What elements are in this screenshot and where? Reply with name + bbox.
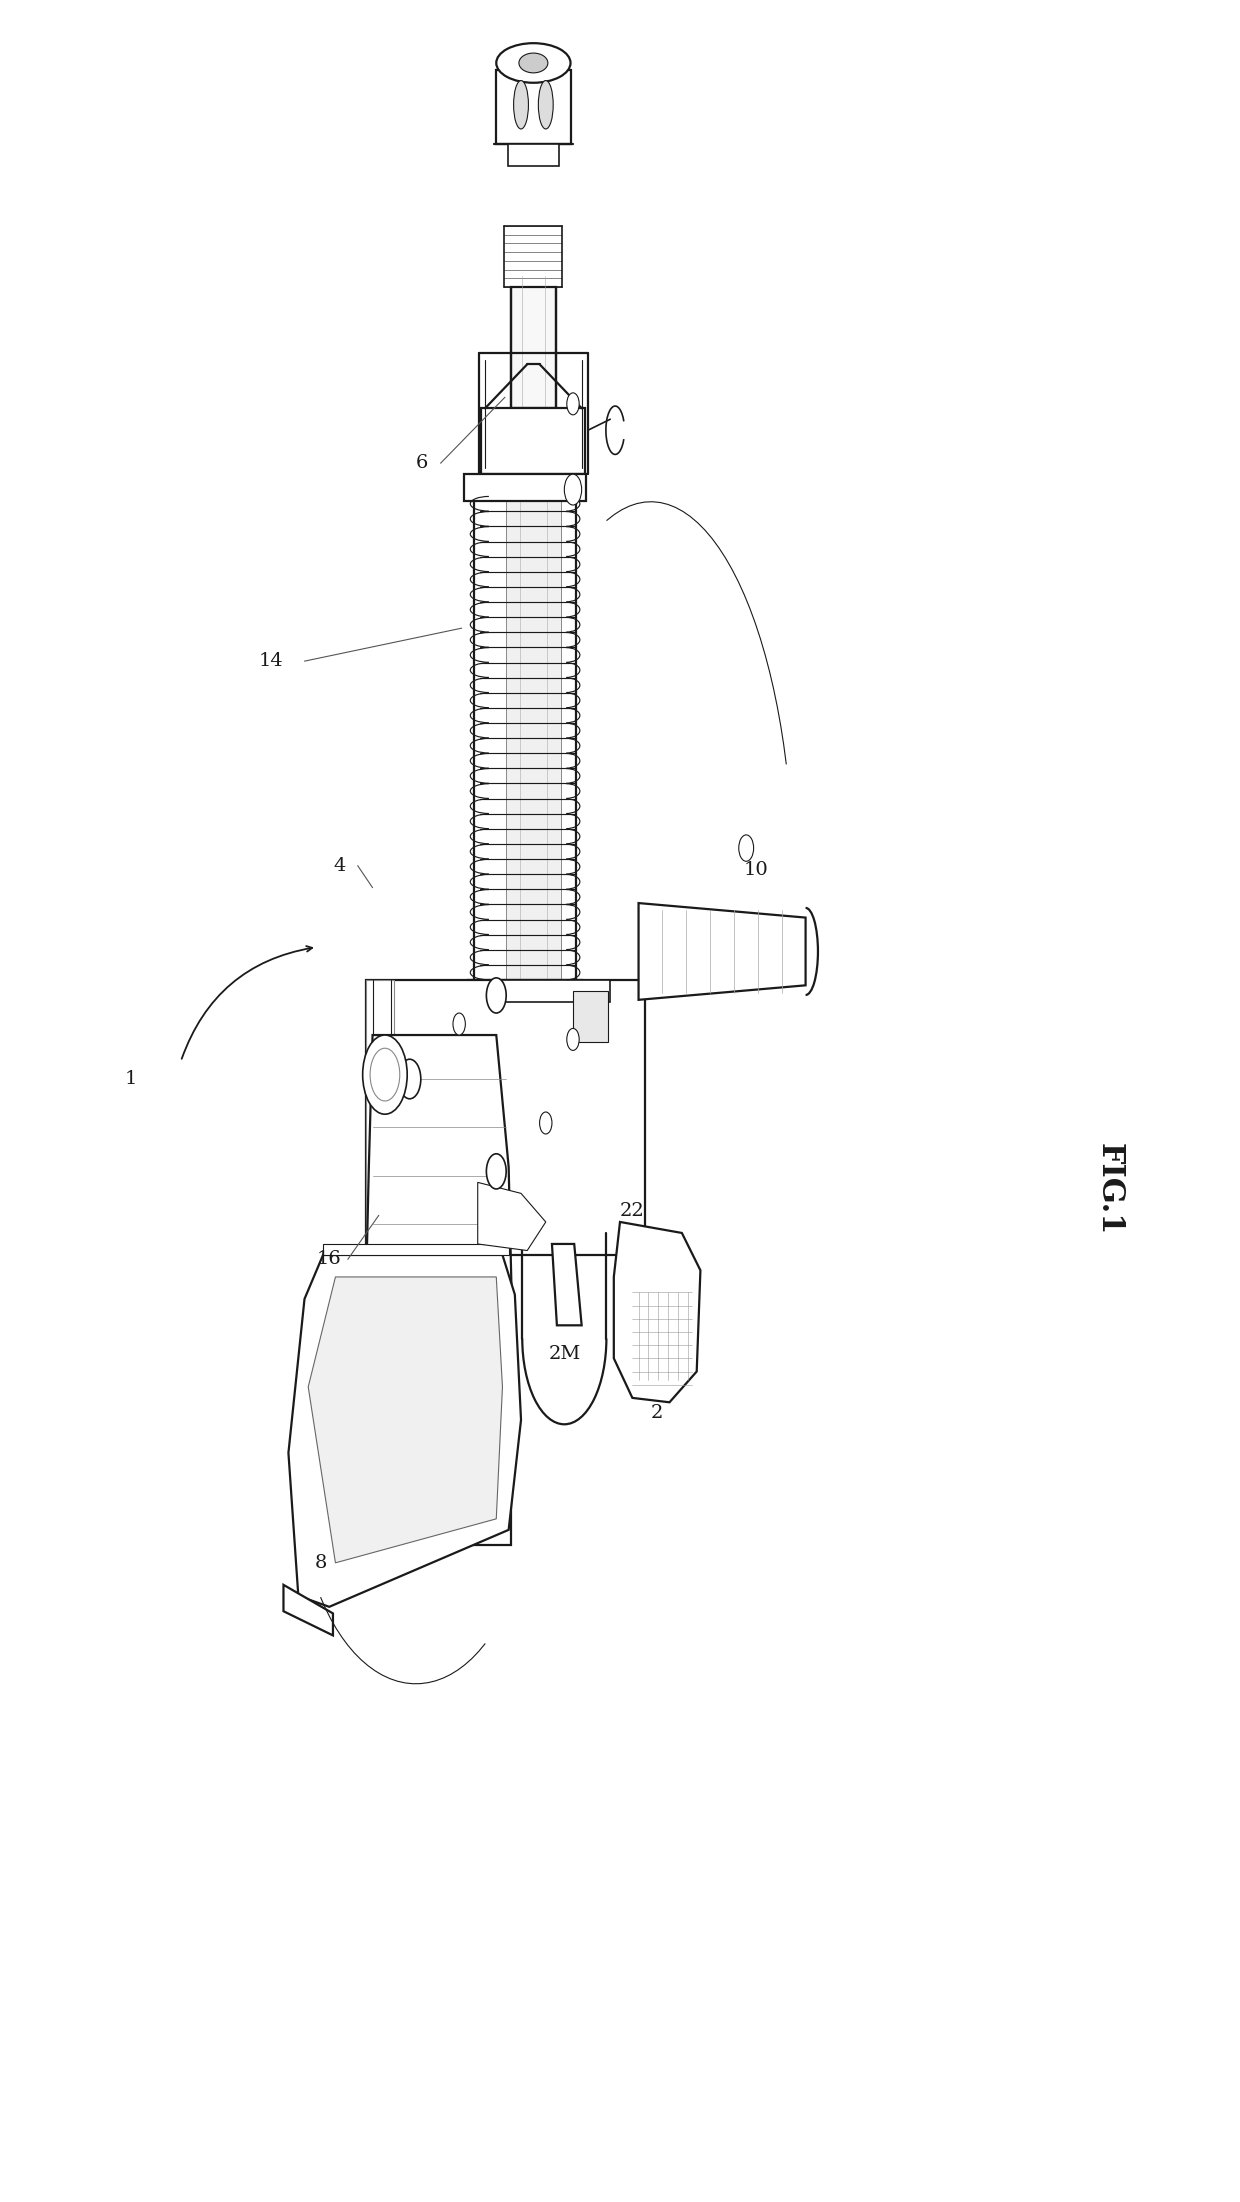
Polygon shape bbox=[508, 145, 559, 167]
Polygon shape bbox=[573, 991, 608, 1042]
Polygon shape bbox=[477, 1182, 546, 1251]
Circle shape bbox=[370, 1048, 399, 1101]
Polygon shape bbox=[481, 407, 585, 473]
Polygon shape bbox=[511, 286, 556, 407]
Ellipse shape bbox=[518, 53, 548, 73]
Polygon shape bbox=[360, 1502, 511, 1546]
Polygon shape bbox=[614, 1222, 701, 1403]
Polygon shape bbox=[467, 980, 583, 1006]
Text: 8: 8 bbox=[315, 1555, 327, 1572]
Text: 22: 22 bbox=[620, 1202, 645, 1220]
Circle shape bbox=[398, 1059, 420, 1099]
Text: 6: 6 bbox=[415, 454, 428, 471]
Circle shape bbox=[486, 1154, 506, 1189]
Polygon shape bbox=[289, 1255, 521, 1607]
Circle shape bbox=[564, 473, 582, 504]
Circle shape bbox=[453, 1013, 465, 1035]
Text: 4: 4 bbox=[334, 857, 345, 874]
Text: 14: 14 bbox=[259, 652, 284, 669]
Polygon shape bbox=[496, 980, 610, 1002]
Polygon shape bbox=[639, 903, 806, 1000]
Text: 16: 16 bbox=[317, 1251, 342, 1268]
Text: FIG.1: FIG.1 bbox=[1094, 1143, 1125, 1235]
Polygon shape bbox=[324, 1244, 508, 1255]
Circle shape bbox=[486, 978, 506, 1013]
Ellipse shape bbox=[538, 81, 553, 130]
Text: 2: 2 bbox=[651, 1405, 663, 1422]
Polygon shape bbox=[309, 1277, 502, 1563]
Polygon shape bbox=[366, 980, 645, 1255]
Circle shape bbox=[362, 1035, 407, 1114]
Polygon shape bbox=[552, 1244, 582, 1326]
Ellipse shape bbox=[496, 44, 570, 84]
Text: 2M: 2M bbox=[548, 1345, 580, 1363]
Text: 10: 10 bbox=[744, 861, 769, 879]
Polygon shape bbox=[464, 473, 587, 500]
Circle shape bbox=[539, 1112, 552, 1134]
Ellipse shape bbox=[513, 81, 528, 130]
Circle shape bbox=[739, 835, 754, 861]
Polygon shape bbox=[496, 70, 570, 145]
Circle shape bbox=[567, 392, 579, 414]
Polygon shape bbox=[506, 495, 560, 980]
Text: 1: 1 bbox=[125, 1070, 138, 1088]
Polygon shape bbox=[284, 1585, 334, 1636]
Polygon shape bbox=[366, 980, 393, 1255]
Circle shape bbox=[567, 1028, 579, 1050]
Polygon shape bbox=[362, 1035, 515, 1519]
